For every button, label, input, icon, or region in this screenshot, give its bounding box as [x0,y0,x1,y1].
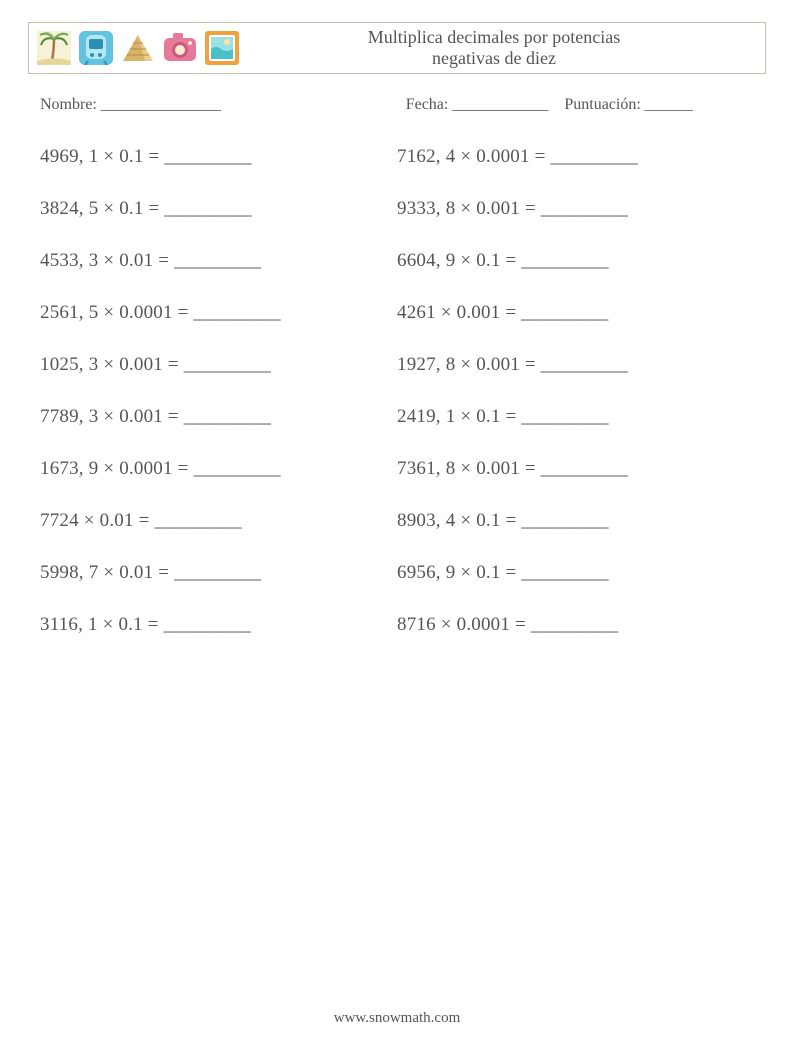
pyramid-icon [121,31,155,65]
header-box: Multiplica decimales por potencias negat… [28,22,766,74]
meta-row: Nombre: _______________ Fecha: _________… [40,96,754,114]
name-label: Nombre: _______________ [40,96,221,113]
problem-row: 9333, 8 × 0.001 = _________ [397,198,754,220]
problem-row: 7361, 8 × 0.001 = _________ [397,458,754,480]
worksheet-title: Multiplica decimales por potencias negat… [239,27,757,68]
problem-row: 4969, 1 × 0.1 = _________ [40,146,397,168]
picture-icon [205,31,239,65]
problem-row: 8716 × 0.0001 = _________ [397,614,754,636]
problem-row: 1927, 8 × 0.001 = _________ [397,354,754,376]
problem-row: 1673, 9 × 0.0001 = _________ [40,458,397,480]
problems-col-left: 4969, 1 × 0.1 = _________ 3824, 5 × 0.1 =… [40,146,397,636]
problem-row: 7724 × 0.01 = _________ [40,510,397,532]
title-line-1: Multiplica decimales por potencias [368,27,620,47]
palm-icon [37,31,71,65]
problem-row: 1025, 3 × 0.001 = _________ [40,354,397,376]
problems-area: 4969, 1 × 0.1 = _________ 3824, 5 × 0.1 =… [40,146,754,636]
camera-icon [163,31,197,65]
score-label: Puntuación: ______ [564,96,692,114]
problem-row: 5998, 7 × 0.01 = _________ [40,562,397,584]
problems-col-right: 7162, 4 × 0.0001 = _________ 9333, 8 × 0.… [397,146,754,636]
problem-row: 6956, 9 × 0.1 = _________ [397,562,754,584]
problem-row: 3824, 5 × 0.1 = _________ [40,198,397,220]
title-line-2: negativas de diez [432,48,556,68]
problem-row: 7162, 4 × 0.0001 = _________ [397,146,754,168]
problem-row: 4261 × 0.001 = _________ [397,302,754,324]
problem-row: 3116, 1 × 0.1 = _________ [40,614,397,636]
problem-row: 2419, 1 × 0.1 = _________ [397,406,754,428]
footer-text: www.snowmath.com [334,1010,461,1026]
problem-row: 8903, 4 × 0.1 = _________ [397,510,754,532]
problem-row: 4533, 3 × 0.01 = _________ [40,250,397,272]
train-icon [79,31,113,65]
problem-row: 6604, 9 × 0.1 = _________ [397,250,754,272]
footer: www.snowmath.com [0,1010,794,1027]
icons-row [37,31,239,65]
date-label: Fecha: ____________ [406,96,549,114]
problem-row: 7789, 3 × 0.001 = _________ [40,406,397,428]
problem-row: 2561, 5 × 0.0001 = _________ [40,302,397,324]
